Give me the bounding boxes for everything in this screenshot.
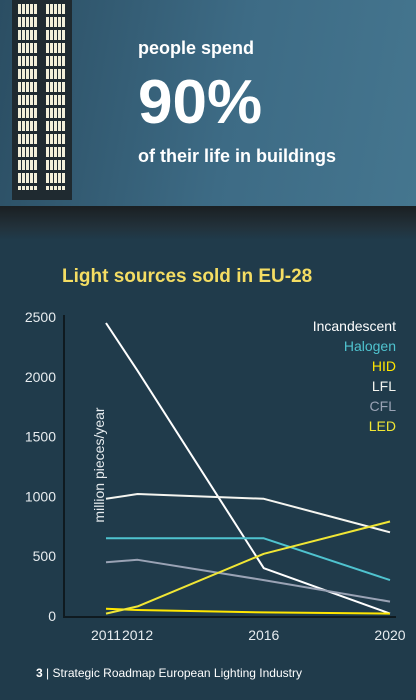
x-tick-label: 2012 [122, 627, 153, 643]
footer-text: Strategic Roadmap European Lighting Indu… [52, 666, 302, 680]
building-illustration [12, 0, 72, 200]
y-tick-label: 1500 [25, 429, 56, 445]
stat-intro: people spend [138, 38, 255, 58]
x-tick-label: 2020 [374, 627, 405, 643]
legend-entry-incandescent: Incandescent [313, 318, 396, 334]
y-axis-label: million pieces/year [91, 407, 107, 522]
x-tick-label: 2016 [248, 627, 279, 643]
chart-axes [63, 315, 396, 618]
legend-entry-lfl: LFL [372, 378, 396, 394]
footer-page-number: 3 [36, 666, 43, 680]
series-line-incandescent [105, 322, 391, 615]
y-tick-label: 0 [48, 608, 56, 624]
legend-entry-led: LED [369, 418, 396, 434]
series-line-halogen [106, 537, 391, 582]
chart-title: Light sources sold in EU-28 [62, 266, 313, 287]
y-tick-label: 2000 [25, 369, 56, 385]
y-tick-label: 2500 [25, 309, 56, 325]
chart-series [105, 322, 391, 615]
building-windows-right [46, 4, 66, 190]
series-line-led [105, 520, 391, 615]
footer: 3 | Strategic Roadmap European Lighting … [36, 666, 302, 680]
y-tick-label: 500 [33, 548, 57, 564]
building-windows-left [18, 4, 38, 190]
stat-percentage: 90% [138, 68, 263, 137]
y-tick-label: 1000 [25, 488, 56, 504]
chart-legend: Incandescent Halogen HID LFL CFL LED [313, 318, 397, 434]
series-line-hid [105, 607, 391, 615]
series-line-lfl [105, 493, 391, 534]
line-chart: 0 500 1000 1500 2000 2500 2011 2012 2016 2020 Inc… [25, 309, 406, 643]
series-line-cfl [105, 558, 391, 603]
banner: people spend 90% of their life in buildi… [0, 0, 416, 214]
legend-entry-hid: HID [372, 358, 396, 374]
legend-entry-cfl: CFL [370, 398, 397, 414]
legend-entry-halogen: Halogen [344, 338, 396, 354]
banner-shadow [0, 206, 416, 240]
footer-separator: | [42, 666, 53, 680]
stat-caption: of their life in buildings [138, 146, 336, 166]
x-tick-label: 2011 [91, 627, 121, 643]
chart-ticks: 0 500 1000 1500 2000 2500 2011 2012 2016 2020 [25, 309, 406, 643]
